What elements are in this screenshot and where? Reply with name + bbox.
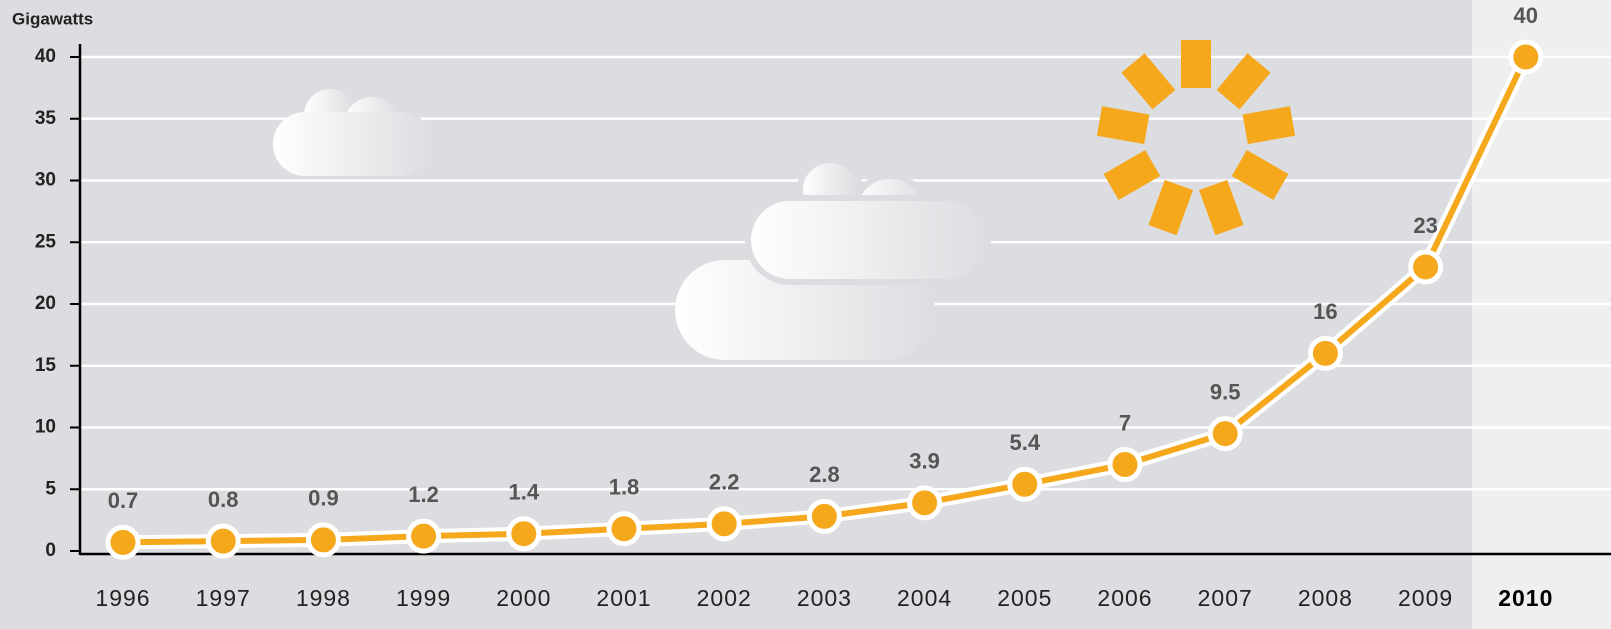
value-label: 3.9 xyxy=(909,449,940,474)
marker xyxy=(806,498,842,534)
value-label: 7 xyxy=(1119,410,1131,435)
cloud xyxy=(273,89,433,176)
x-tick-label: 2007 xyxy=(1198,585,1253,611)
y-tick-label: 25 xyxy=(35,231,57,252)
y-tick-label: 20 xyxy=(35,293,56,314)
marker xyxy=(606,511,642,547)
cloud xyxy=(745,157,991,285)
x-tick-label: 1996 xyxy=(95,585,150,611)
value-label: 16 xyxy=(1313,299,1337,324)
x-tick-label: 2009 xyxy=(1398,585,1453,611)
x-tick-label: 2005 xyxy=(997,585,1052,611)
value-label: 1.4 xyxy=(509,480,540,505)
y-tick-label: 10 xyxy=(35,417,56,438)
y-tick-label: 0 xyxy=(45,540,56,561)
x-tick-label: 1998 xyxy=(296,585,351,611)
x-tick-label: 2002 xyxy=(697,585,752,611)
x-tick-label: 2004 xyxy=(897,585,952,611)
y-axis-title: Gigawatts xyxy=(12,9,93,28)
marker xyxy=(907,485,943,521)
value-label: 40 xyxy=(1514,3,1538,28)
value-label: 1.2 xyxy=(408,482,439,507)
y-tick-label: 30 xyxy=(35,170,56,191)
x-tick-label: 2000 xyxy=(496,585,551,611)
x-tick-label: 1997 xyxy=(196,585,251,611)
highlight-band xyxy=(1472,0,1611,629)
sun xyxy=(1096,40,1296,236)
x-tick-label: 1999 xyxy=(396,585,451,611)
marker xyxy=(1007,466,1043,502)
value-label: 0.7 xyxy=(108,488,139,513)
y-tick-label: 5 xyxy=(45,478,56,499)
marker xyxy=(706,506,742,542)
value-label: 2.8 xyxy=(809,462,840,487)
value-label: 5.4 xyxy=(1010,430,1041,455)
marker xyxy=(1307,335,1343,371)
value-label: 23 xyxy=(1413,213,1437,238)
x-tick-label: 2001 xyxy=(596,585,651,611)
marker xyxy=(305,522,341,558)
marker xyxy=(506,516,542,552)
marker xyxy=(1107,447,1143,483)
value-label: 1.8 xyxy=(609,475,640,500)
y-tick-label: 40 xyxy=(35,46,56,67)
x-tick-label: 2003 xyxy=(797,585,852,611)
marker xyxy=(205,523,241,559)
x-tick-label: 2010 xyxy=(1498,585,1553,611)
x-tick-label: 2006 xyxy=(1097,585,1152,611)
value-label: 2.2 xyxy=(709,470,740,495)
y-tick-label: 35 xyxy=(35,108,57,129)
y-tick-label: 15 xyxy=(35,355,57,376)
marker xyxy=(1408,249,1444,285)
marker xyxy=(105,524,141,560)
marker xyxy=(1207,416,1243,452)
x-tick-label: 2008 xyxy=(1298,585,1353,611)
value-label: 0.8 xyxy=(208,487,239,512)
value-label: 9.5 xyxy=(1210,379,1241,404)
marker xyxy=(406,518,442,554)
marker xyxy=(1508,39,1544,75)
value-label: 0.9 xyxy=(308,486,339,511)
